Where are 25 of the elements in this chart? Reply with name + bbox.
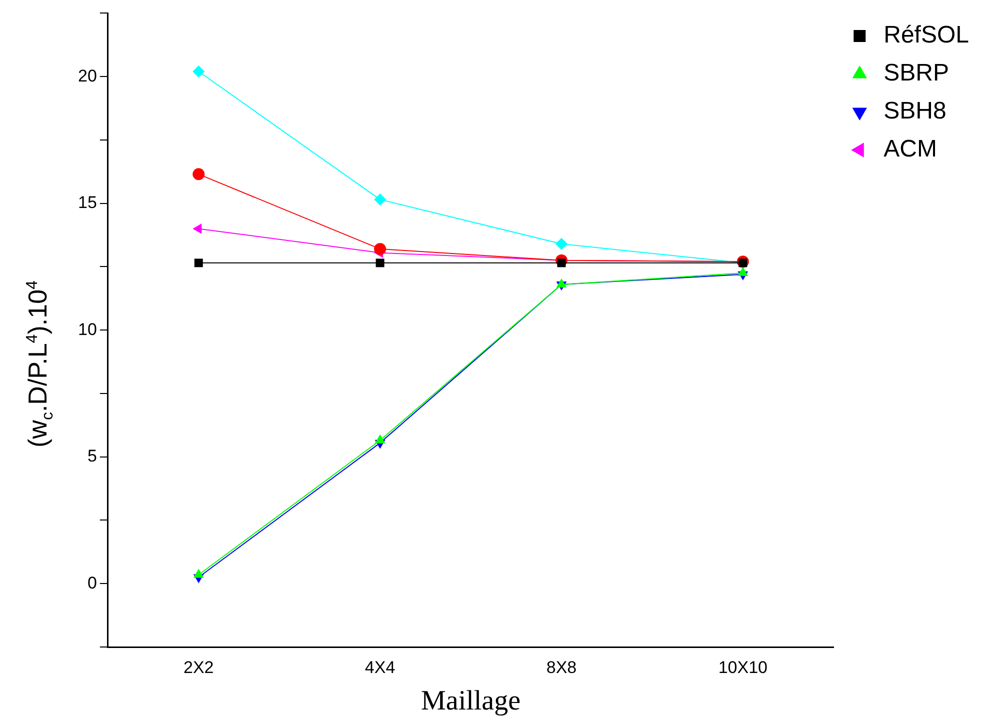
y-tick-label: 0 xyxy=(87,573,97,592)
y-tick-label: 10 xyxy=(78,320,97,339)
y-tick-label: 5 xyxy=(87,446,97,466)
point xyxy=(192,66,205,78)
legend-label: SBH8 xyxy=(884,98,946,125)
y-tick-label: 20 xyxy=(78,66,97,86)
point xyxy=(193,568,204,578)
point xyxy=(376,258,384,268)
legend-label: RéfSOL xyxy=(884,22,970,49)
x-tick-label: 2X2 xyxy=(184,658,214,677)
point xyxy=(374,194,386,206)
y-tick-label: 15 xyxy=(78,193,97,212)
legend-label: SBRP xyxy=(884,60,949,87)
point xyxy=(738,267,748,276)
x-tick-label: 8X8 xyxy=(546,658,577,677)
point xyxy=(555,238,568,250)
x-axis-title: Maillage xyxy=(421,686,521,717)
point xyxy=(557,258,566,268)
legend-label: ACM xyxy=(884,136,937,163)
x-tick-label: 4X4 xyxy=(364,658,396,677)
point xyxy=(374,434,386,444)
point xyxy=(556,278,567,288)
x-tick-label: 10X10 xyxy=(718,658,768,677)
point xyxy=(194,258,203,268)
point xyxy=(192,168,205,180)
